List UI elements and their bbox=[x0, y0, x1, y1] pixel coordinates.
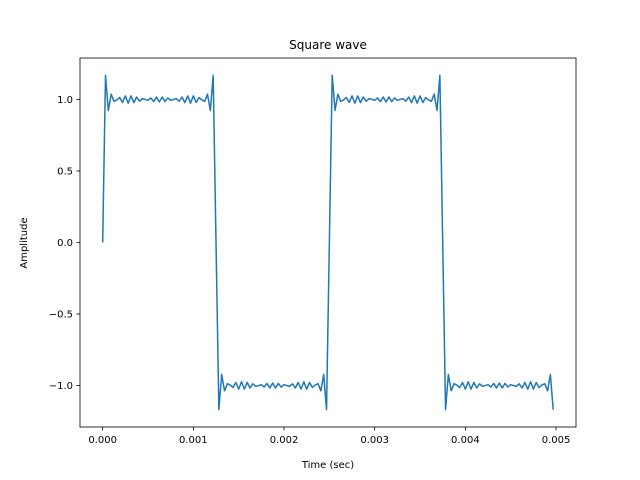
x-tick-label: 0.005 bbox=[542, 435, 571, 446]
x-tick-label: 0.002 bbox=[270, 435, 299, 446]
y-axis: −1.0 −0.5 0.0 0.5 1.0 bbox=[49, 95, 80, 392]
x-axis-label: Time (sec) bbox=[301, 460, 354, 471]
y-tick-label: −1.0 bbox=[49, 381, 73, 392]
x-axis: 0.000 0.001 0.002 0.003 0.004 0.005 bbox=[88, 427, 570, 446]
x-tick-label: 0.003 bbox=[360, 435, 389, 446]
y-tick-label: 1.0 bbox=[57, 95, 73, 106]
y-axis-label: Amplitude bbox=[19, 217, 30, 268]
x-tick-label: 0.000 bbox=[88, 435, 117, 446]
y-tick-label: 0.0 bbox=[57, 238, 73, 249]
y-tick-label: 0.5 bbox=[57, 166, 73, 177]
x-tick-label: 0.004 bbox=[451, 435, 480, 446]
chart-title: Square wave bbox=[289, 38, 367, 52]
y-tick-label: −0.5 bbox=[49, 310, 73, 321]
series-line bbox=[101, 74, 554, 411]
x-tick-label: 0.001 bbox=[179, 435, 208, 446]
